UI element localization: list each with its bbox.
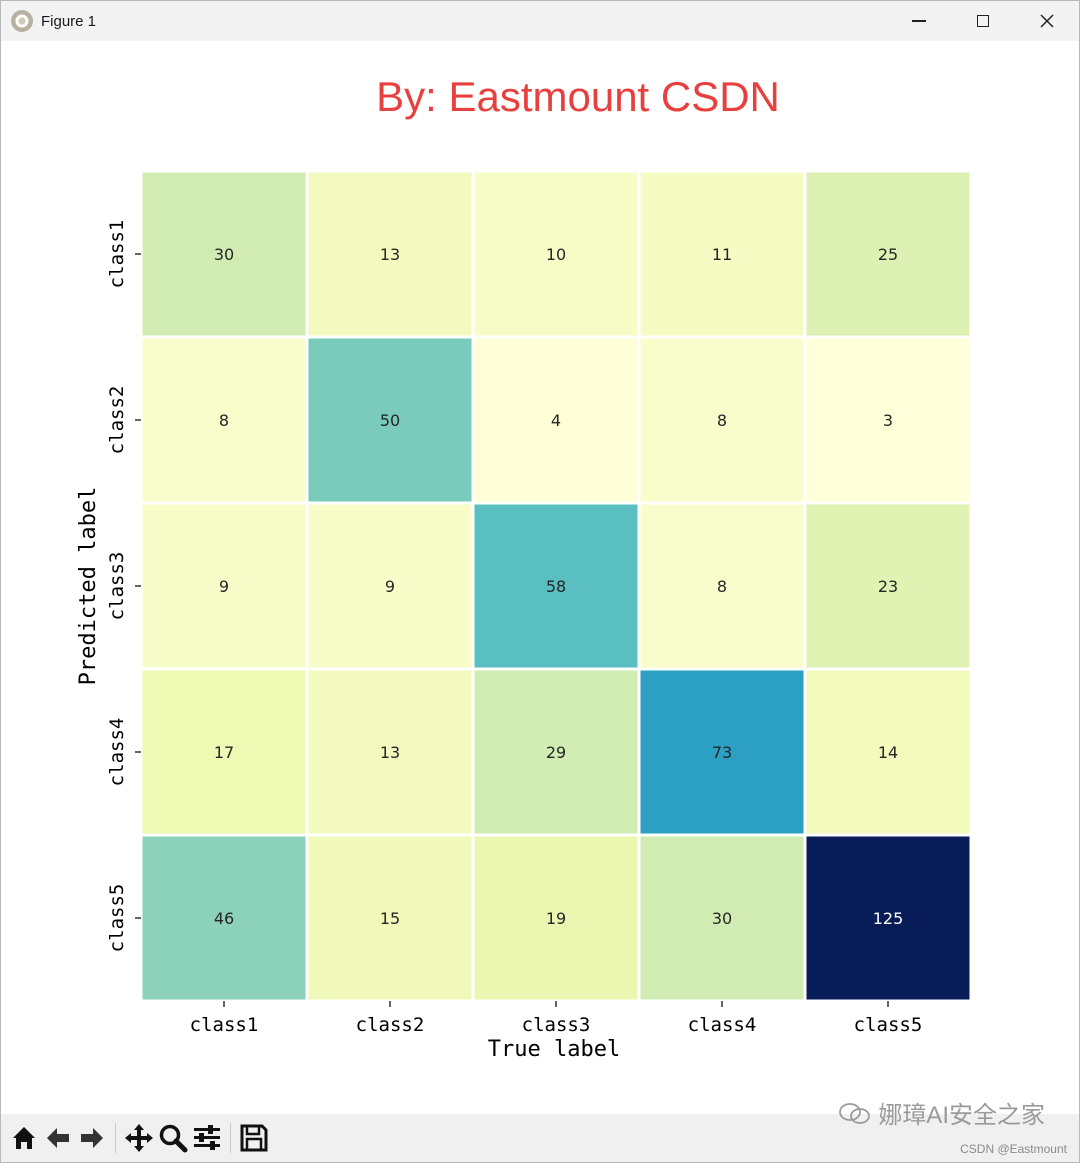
heatmap-cell xyxy=(139,169,309,339)
cell-value-label: 15 xyxy=(380,909,400,928)
pan-icon xyxy=(125,1124,153,1152)
minimize-icon xyxy=(912,20,926,22)
x-axis-label: True label xyxy=(488,1037,620,1062)
y-axis-ticks: class1 class2 class3 class4 class5 xyxy=(106,220,141,953)
home-icon xyxy=(13,1127,35,1149)
heatmap-cells xyxy=(139,169,973,1003)
cell-value-label: 13 xyxy=(380,743,400,762)
forward-icon xyxy=(81,1128,103,1148)
csdn-watermark: CSDN @Eastmount xyxy=(960,1142,1067,1156)
heatmap-cell xyxy=(803,667,973,837)
cell-value-label: 9 xyxy=(219,577,229,596)
y-tick-label: class4 xyxy=(106,718,128,787)
cell-value-label: 30 xyxy=(712,909,732,928)
cell-value-label: 58 xyxy=(546,577,566,596)
cell-value-label: 3 xyxy=(883,411,893,430)
maximize-icon xyxy=(977,15,989,27)
x-tick-label: class1 xyxy=(190,1014,259,1036)
cell-value-label: 23 xyxy=(878,577,898,596)
zoom-icon xyxy=(159,1124,188,1153)
y-tick-label: class5 xyxy=(106,884,128,953)
back-button[interactable] xyxy=(41,1120,75,1156)
heatmap-cell xyxy=(139,833,309,1003)
navigation-toolbar xyxy=(1,1114,1079,1162)
heatmap-annotations: 30 13 10 11 25 8 50 4 8 3 9 9 58 8 23 17 13 29 73 14 46 15 19 3… xyxy=(214,245,903,928)
cell-value-label: 8 xyxy=(219,411,229,430)
close-icon xyxy=(1040,14,1054,28)
confusion-matrix-chart: By: Eastmount CSDN 30 13 10 11 25 8 50 4 8 3 9 9 58 8… xyxy=(76,73,973,1062)
heatmap-cell xyxy=(803,335,973,505)
minimize-button[interactable] xyxy=(887,1,951,41)
cell-value-label: 17 xyxy=(214,743,234,762)
heatmap-cell xyxy=(471,169,641,339)
cell-value-label: 19 xyxy=(546,909,566,928)
close-button[interactable] xyxy=(1015,1,1079,41)
cell-value-label: 125 xyxy=(873,909,904,928)
x-tick-label: class3 xyxy=(522,1014,591,1036)
heatmap-cell xyxy=(305,501,475,671)
heatmap-cell xyxy=(637,501,807,671)
heatmap-cell xyxy=(637,667,807,837)
x-axis-ticks: class1 class2 class3 class4 class5 xyxy=(190,1001,923,1036)
heatmap-cell xyxy=(471,667,641,837)
cell-value-label: 14 xyxy=(878,743,898,762)
wechat-icon xyxy=(839,1102,871,1124)
cell-value-label: 29 xyxy=(546,743,566,762)
forward-button[interactable] xyxy=(75,1120,109,1156)
window-title: Figure 1 xyxy=(41,12,97,30)
cell-value-label: 10 xyxy=(546,245,566,264)
heatmap-cell xyxy=(471,335,641,505)
cell-value-label: 11 xyxy=(712,245,732,264)
heatmap-cell xyxy=(471,833,641,1003)
configure-icon xyxy=(194,1125,220,1150)
title-bar: Figure 1 xyxy=(1,1,1079,41)
cell-value-label: 50 xyxy=(380,411,400,430)
figure-canvas[interactable]: By: Eastmount CSDN 30 13 10 11 25 8 50 4 8 3 9 9 58 8… xyxy=(1,41,1079,1114)
cell-value-label: 30 xyxy=(214,245,234,264)
y-axis-label: Predicted label xyxy=(76,487,101,686)
heatmap-cell xyxy=(305,667,475,837)
x-tick-label: class4 xyxy=(688,1014,757,1036)
y-tick-label: class3 xyxy=(106,552,128,621)
matplotlib-icon xyxy=(11,10,33,32)
pan-button[interactable] xyxy=(122,1120,156,1156)
save-button[interactable] xyxy=(237,1120,271,1156)
cell-value-label: 8 xyxy=(717,411,727,430)
watermark-text: 娜璋AI安全之家 xyxy=(878,1102,1045,1129)
chart-title: By: Eastmount CSDN xyxy=(376,73,780,120)
heatmap-cell xyxy=(305,169,475,339)
configure-subplots-button[interactable] xyxy=(190,1120,224,1156)
x-tick-label: class2 xyxy=(356,1014,425,1036)
cell-value-label: 13 xyxy=(380,245,400,264)
cell-value-label: 73 xyxy=(712,743,732,762)
heatmap-cell xyxy=(305,833,475,1003)
y-tick-label: class1 xyxy=(106,220,128,289)
save-icon xyxy=(240,1124,268,1152)
x-tick-label: class5 xyxy=(854,1014,923,1036)
heatmap-cell xyxy=(803,833,973,1003)
window-controls xyxy=(887,1,1079,41)
y-tick-label: class2 xyxy=(106,386,128,455)
cell-value-label: 25 xyxy=(878,245,898,264)
toolbar-separator xyxy=(230,1123,231,1153)
zoom-button[interactable] xyxy=(156,1120,190,1156)
cell-value-label: 8 xyxy=(717,577,727,596)
watermark: 娜璋AI安全之家 xyxy=(838,1095,1045,1130)
maximize-button[interactable] xyxy=(951,1,1015,41)
cell-value-label: 46 xyxy=(214,909,234,928)
cell-value-label: 9 xyxy=(385,577,395,596)
back-icon xyxy=(47,1128,69,1148)
toolbar-separator xyxy=(115,1123,116,1153)
cell-value-label: 4 xyxy=(551,411,561,430)
home-button[interactable] xyxy=(7,1120,41,1156)
